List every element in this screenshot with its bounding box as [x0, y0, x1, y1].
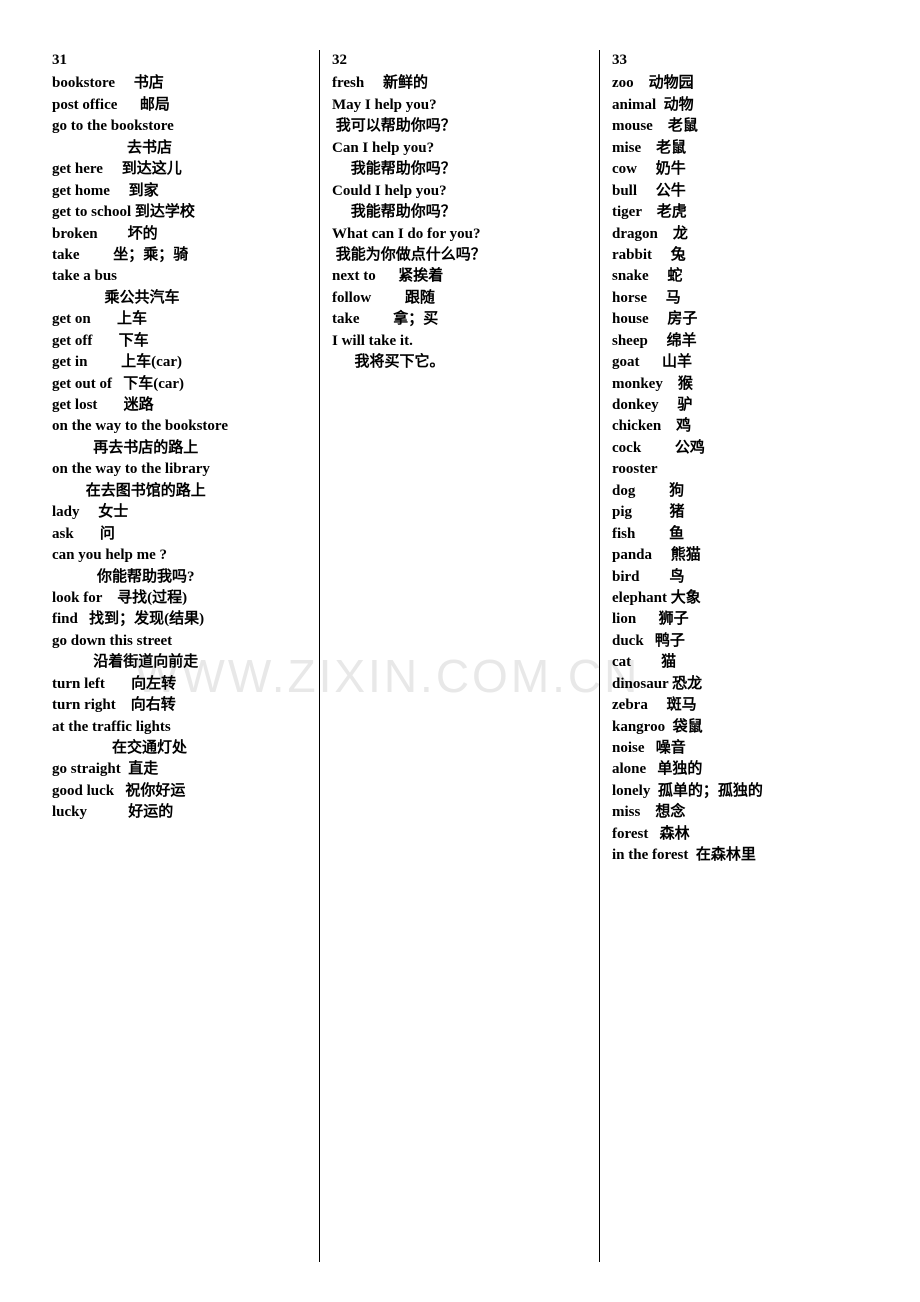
vocab-line: pig 猪 — [612, 502, 868, 523]
vocab-line: bird 鸟 — [612, 567, 868, 588]
vocab-line: get to school 到达学校 — [52, 202, 308, 223]
vocab-line: miss 想念 — [612, 802, 868, 823]
vocab-line: 你能帮助我吗? — [52, 567, 308, 588]
vocab-line: lion 狮子 — [612, 609, 868, 630]
vocab-line: Could I help you? — [332, 181, 588, 202]
vocab-line: lady 女士 — [52, 502, 308, 523]
vocab-line: May I help you? — [332, 95, 588, 116]
vocab-line: 我能帮助你吗？ — [332, 202, 588, 223]
lesson-number: 31 — [52, 50, 308, 71]
vocab-line: ask 问 — [52, 524, 308, 545]
vocab-line: lonely 孤单的；孤独的 — [612, 781, 868, 802]
lesson-number: 32 — [332, 50, 588, 71]
vocab-line: animal 动物 — [612, 95, 868, 116]
vocab-line: lucky 好运的 — [52, 802, 308, 823]
vocab-line: dragon 龙 — [612, 224, 868, 245]
vocab-line: dinosaur 恐龙 — [612, 674, 868, 695]
vocab-line: post office 邮局 — [52, 95, 308, 116]
vocab-line: bookstore 书店 — [52, 73, 308, 94]
vocab-line: fresh 新鲜的 — [332, 73, 588, 94]
vocabulary-columns: 31 bookstore 书店post office 邮局go to the b… — [0, 0, 920, 1302]
vocab-line: look for 寻找(过程) — [52, 588, 308, 609]
vocab-line: good luck 祝你好运 — [52, 781, 308, 802]
vocab-line: cow 奶牛 — [612, 159, 868, 180]
vocab-line: take 坐；乘；骑 — [52, 245, 308, 266]
vocab-line: snake 蛇 — [612, 266, 868, 287]
vocab-line: I will take it. — [332, 331, 588, 352]
vocab-line: zebra 斑马 — [612, 695, 868, 716]
vocab-line: get off 下车 — [52, 331, 308, 352]
vocab-line: at the traffic lights — [52, 717, 308, 738]
vocab-line: Can I help you? — [332, 138, 588, 159]
vocab-line: sheep 绵羊 — [612, 331, 868, 352]
vocab-line: zoo 动物园 — [612, 73, 868, 94]
lesson-number: 33 — [612, 50, 868, 71]
vocab-line: 去书店 — [52, 138, 308, 159]
vocab-line: go straight 直走 — [52, 759, 308, 780]
vocab-line: 我能帮助你吗？ — [332, 159, 588, 180]
vocab-line: alone 单独的 — [612, 759, 868, 780]
vocab-line: in the forest 在森林里 — [612, 845, 868, 866]
vocab-line: take 拿；买 — [332, 309, 588, 330]
vocab-line: cock 公鸡 — [612, 438, 868, 459]
vocab-line: mise 老鼠 — [612, 138, 868, 159]
vocab-line: What can I do for you? — [332, 224, 588, 245]
vocab-line: fish 鱼 — [612, 524, 868, 545]
vocab-line: 我能为你做点什么吗？ — [332, 245, 588, 266]
vocab-line: chicken 鸡 — [612, 416, 868, 437]
vocab-line: 沿着街道向前走 — [52, 652, 308, 673]
vocab-line: noise 噪音 — [612, 738, 868, 759]
vocab-line: mouse 老鼠 — [612, 116, 868, 137]
vocab-line: turn left 向左转 — [52, 674, 308, 695]
vocab-line: find 找到；发现(结果) — [52, 609, 308, 630]
vocab-line: horse 马 — [612, 288, 868, 309]
vocab-line: on the way to the library — [52, 459, 308, 480]
vocab-line: forest 森林 — [612, 824, 868, 845]
vocab-line: rooster — [612, 459, 868, 480]
column-33: 33 zoo 动物园animal 动物mouse 老鼠mise 老鼠cow 奶牛… — [600, 50, 880, 1262]
vocab-line: 我可以帮助你吗？ — [332, 116, 588, 137]
vocab-line: cat 猫 — [612, 652, 868, 673]
vocab-line: get home 到家 — [52, 181, 308, 202]
vocab-lines-33: zoo 动物园animal 动物mouse 老鼠mise 老鼠cow 奶牛bul… — [612, 73, 868, 866]
vocab-line: next to 紧挨着 — [332, 266, 588, 287]
vocab-line: 乘公共汽车 — [52, 288, 308, 309]
vocab-line: goat 山羊 — [612, 352, 868, 373]
vocab-line: follow 跟随 — [332, 288, 588, 309]
column-31: 31 bookstore 书店post office 邮局go to the b… — [40, 50, 320, 1262]
vocab-line: 再去书店的路上 — [52, 438, 308, 459]
vocab-line: dog 狗 — [612, 481, 868, 502]
vocab-line: get here 到达这儿 — [52, 159, 308, 180]
vocab-line: go down this street — [52, 631, 308, 652]
vocab-line: bull 公牛 — [612, 181, 868, 202]
vocab-line: elephant 大象 — [612, 588, 868, 609]
vocab-line: panda 熊猫 — [612, 545, 868, 566]
vocab-line: go to the bookstore — [52, 116, 308, 137]
vocab-line: get out of 下车(car) — [52, 374, 308, 395]
vocab-line: 在去图书馆的路上 — [52, 481, 308, 502]
vocab-line: donkey 驴 — [612, 395, 868, 416]
column-32: 32 fresh 新鲜的May I help you? 我可以帮助你吗？Can … — [320, 50, 600, 1262]
vocab-line: tiger 老虎 — [612, 202, 868, 223]
vocab-line: rabbit 兔 — [612, 245, 868, 266]
vocab-line: get lost 迷路 — [52, 395, 308, 416]
vocab-line: monkey 猴 — [612, 374, 868, 395]
vocab-line: 我将买下它。 — [332, 352, 588, 373]
vocab-line: can you help me ? — [52, 545, 308, 566]
vocab-lines-31: bookstore 书店post office 邮局go to the book… — [52, 73, 308, 823]
vocab-line: duck 鸭子 — [612, 631, 868, 652]
vocab-line: on the way to the bookstore — [52, 416, 308, 437]
vocab-line: house 房子 — [612, 309, 868, 330]
vocab-line: kangroo 袋鼠 — [612, 717, 868, 738]
vocab-line: get on 上车 — [52, 309, 308, 330]
vocab-lines-32: fresh 新鲜的May I help you? 我可以帮助你吗？Can I h… — [332, 73, 588, 373]
vocab-line: broken 坏的 — [52, 224, 308, 245]
vocab-line: take a bus — [52, 266, 308, 287]
vocab-line: turn right 向右转 — [52, 695, 308, 716]
vocab-line: 在交通灯处 — [52, 738, 308, 759]
vocab-line: get in 上车(car) — [52, 352, 308, 373]
